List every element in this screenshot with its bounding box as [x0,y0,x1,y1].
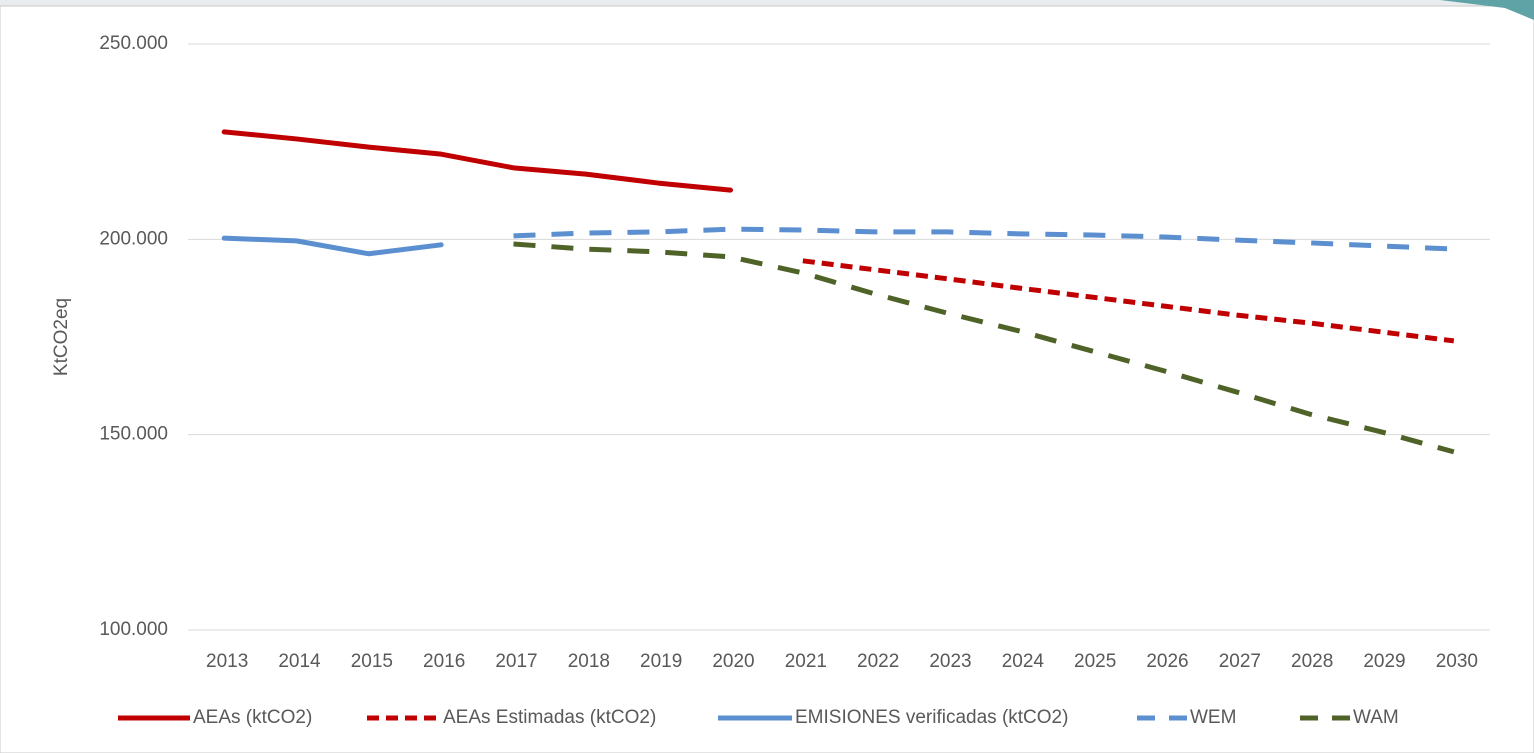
series-line [513,226,1454,252]
x-tick-label: 2014 [278,651,321,672]
x-tick-label: 2020 [712,651,754,672]
legend-label: WEM [1190,707,1236,728]
x-tick-label: 2024 [1002,651,1045,672]
y-tick-label: 200.000 [99,228,168,249]
x-tick-label: 2016 [423,651,465,672]
x-tick-label: 2026 [1146,651,1188,672]
x-tick-label: 2030 [1436,651,1478,672]
x-tick-label: 2019 [640,651,682,672]
y-axis-label: KtCO2eq [51,298,72,376]
series-line [221,129,733,193]
series-line [802,258,1455,344]
x-tick-label: 2029 [1363,651,1405,672]
x-tick-label: 2021 [785,651,827,672]
y-tick-label: 250.000 [99,33,168,54]
series-line [513,241,1455,455]
corner-decoration [1440,0,1534,20]
y-tick-label: 100.000 [99,619,168,640]
x-tick-label: 2028 [1291,651,1333,672]
x-tick-label: 2017 [495,651,537,672]
legend-label: WAM [1353,707,1399,728]
x-tick-label: 2015 [351,651,393,672]
x-tick-label: 2023 [929,651,971,672]
legend-label: AEAs Estimadas (ktCO2) [443,707,656,728]
x-tick-label: 2025 [1074,651,1116,672]
chart-panel [0,5,1534,753]
x-tick-label: 2018 [568,651,610,672]
series-line [221,235,444,257]
legend-label: AEAs (ktCO2) [193,707,312,728]
x-tick-label: 2013 [206,651,248,672]
legend-label: EMISIONES verificadas (ktCO2) [795,707,1068,728]
x-tick-label: 2022 [857,651,899,672]
y-tick-label: 150.000 [99,424,168,445]
x-tick-label: 2027 [1219,651,1261,672]
